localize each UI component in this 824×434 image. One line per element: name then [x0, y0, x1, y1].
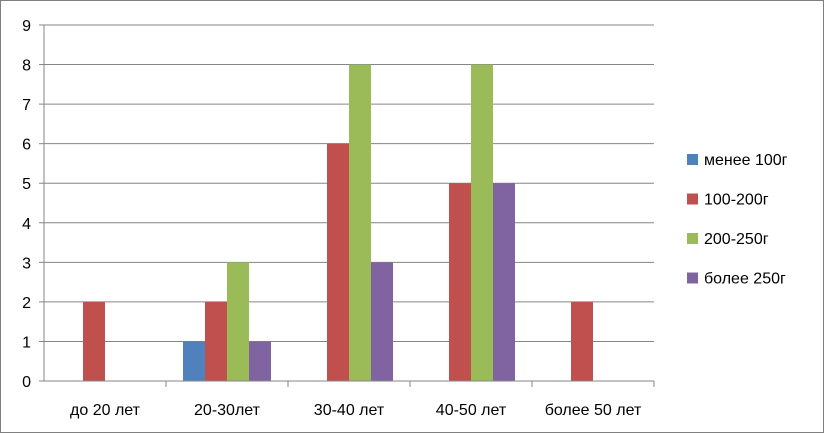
bar — [349, 64, 371, 382]
y-tick-label: 2 — [22, 295, 31, 312]
bar — [371, 262, 393, 381]
bar — [493, 183, 515, 381]
y-tick-label: 4 — [22, 216, 31, 233]
bar — [83, 301, 105, 381]
x-tick-label: до 20 лет — [70, 402, 141, 419]
legend-label: менее 100г — [704, 152, 788, 169]
bar — [449, 183, 471, 381]
axes — [39, 24, 655, 387]
x-tick-labels: до 20 лет 20-30лет 30-40 лет 40-50 лет более… — [70, 402, 642, 419]
bar — [571, 301, 593, 381]
legend-label: 200-250г — [704, 231, 769, 248]
bars — [83, 64, 593, 382]
y-tick-label: 7 — [22, 97, 31, 114]
legend: менее 100г 100-200г 200-250г более 250г — [687, 152, 788, 288]
x-tick-label: 30-40 лет — [314, 402, 385, 419]
y-tick-label: 8 — [22, 58, 31, 75]
legend-label: 100-200г — [704, 192, 769, 209]
x-tick-label: 40-50 лет — [436, 402, 507, 419]
y-tick-label: 3 — [22, 255, 31, 272]
legend-swatch — [687, 154, 698, 165]
legend-swatch — [687, 233, 698, 244]
bar — [249, 341, 271, 381]
bar — [183, 341, 205, 381]
y-tick-label: 9 — [22, 18, 31, 35]
y-tick-label: 0 — [22, 374, 31, 391]
y-tick-label: 6 — [22, 137, 31, 154]
y-tick-labels: 0 1 2 3 4 5 6 7 8 9 — [22, 18, 31, 391]
bar — [227, 262, 249, 381]
legend-swatch — [687, 272, 698, 284]
y-tick-label: 5 — [22, 176, 31, 193]
legend-label: более 250г — [704, 271, 786, 288]
bar — [327, 143, 349, 381]
y-tick-label: 1 — [22, 334, 31, 351]
x-tick-label: более 50 лет — [545, 402, 642, 419]
bar — [205, 301, 227, 381]
legend-swatch — [687, 193, 698, 205]
x-tick-label: 20-30лет — [194, 402, 261, 419]
bar — [471, 64, 493, 382]
